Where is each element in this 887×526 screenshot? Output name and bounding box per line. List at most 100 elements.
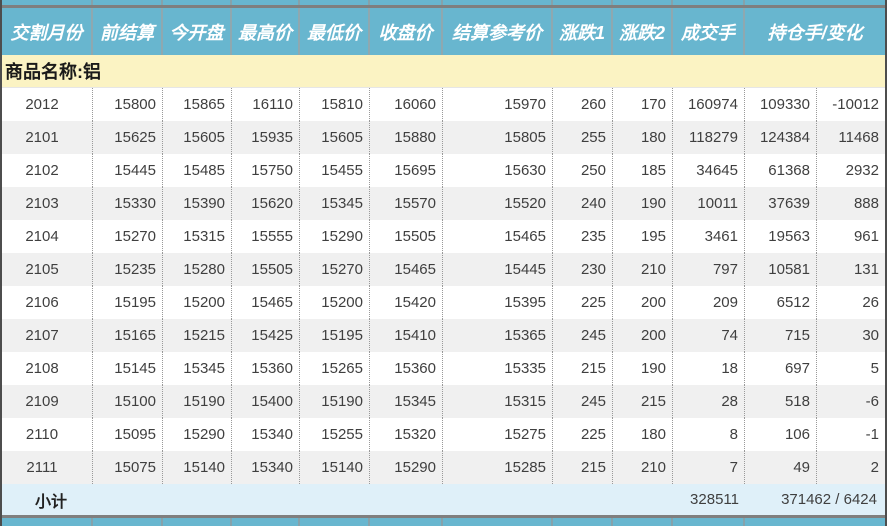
column-header: 交割月份 — [2, 8, 93, 55]
cell-value: 15075 — [93, 451, 163, 484]
cell-value: 6512 — [745, 286, 817, 319]
cell-value: 15695 — [370, 154, 443, 187]
table-row: 2104 15270 15315 15555 15290 15505 15465 235 195… — [2, 220, 885, 253]
cell-value: 215 — [553, 352, 613, 385]
cell-value: 210 — [613, 253, 673, 286]
cell-value: 26 — [862, 294, 879, 311]
cell-value: 34645 — [673, 154, 745, 187]
cell-value: 15190 — [163, 385, 232, 418]
cell-value: 15335 — [443, 352, 553, 385]
cell-value: 15140 — [300, 451, 370, 484]
column-header: 成交手 — [673, 8, 745, 55]
cell-value: 15315 — [163, 220, 232, 253]
cell-value: 715 — [745, 319, 817, 352]
column-header: 今开盘 — [163, 8, 232, 55]
cell-value: 61368 — [745, 154, 817, 187]
cell-value: 11468 — [838, 129, 879, 146]
cell-value: 15330 — [93, 187, 163, 220]
cell-value: 15395 — [443, 286, 553, 319]
column-header: 最高价 — [232, 8, 300, 55]
cell-value: 15235 — [93, 253, 163, 286]
strip-cell — [443, 0, 553, 5]
cell-value: 15195 — [300, 319, 370, 352]
column-header: 涨跌1 — [553, 8, 613, 55]
cell-delivery-month: 2105 — [2, 253, 93, 286]
cell-value: 235 — [553, 220, 613, 253]
cell-value: 15280 — [163, 253, 232, 286]
cell-value: 170 — [613, 88, 673, 121]
table-row: 2012 15800 15865 16110 15810 16060 15970 260 170… — [2, 88, 885, 121]
strip-cell — [370, 518, 443, 526]
cell-value: 28 — [673, 385, 745, 418]
table-row: 2106 15195 15200 15465 15200 15420 15395 225 200… — [2, 286, 885, 319]
cell-value: 15390 — [163, 187, 232, 220]
table-row: 2109 15100 15190 15400 15190 15345 15315 245 215… — [2, 385, 885, 418]
cell-value: 15805 — [443, 121, 553, 154]
cell-value: -1 — [865, 426, 879, 443]
strip-cell — [613, 0, 673, 5]
cell-value: 15465 — [443, 220, 553, 253]
cell-value: 124384 — [745, 121, 817, 154]
column-header: 持仓手/变化 — [767, 22, 863, 43]
cell-value: 15605 — [300, 121, 370, 154]
cell-value: 15360 — [370, 352, 443, 385]
cell-value: 180 — [613, 121, 673, 154]
cell-value: 245 — [553, 319, 613, 352]
cell-value: 8 — [673, 418, 745, 451]
cell-value: 15935 — [232, 121, 300, 154]
cell-delivery-month: 2110 — [2, 418, 93, 451]
cell-value: 15445 — [93, 154, 163, 187]
cell-value: 15345 — [370, 385, 443, 418]
cell-value: 210 — [613, 451, 673, 484]
cell-value: 15365 — [443, 319, 553, 352]
strip-cell — [93, 0, 163, 5]
cell-value: 15410 — [370, 319, 443, 352]
cell-value: 15505 — [232, 253, 300, 286]
cell-value: 255 — [553, 121, 613, 154]
cell-value: 160974 — [673, 88, 745, 121]
subtotal-open-interest-change: 371462 / 6424 — [781, 491, 877, 508]
cell-value: 19563 — [745, 220, 817, 253]
cell-value: 15360 — [232, 352, 300, 385]
cell-value: 15970 — [443, 88, 553, 121]
cell-value: 10011 — [673, 187, 745, 220]
cell-value: 518 — [745, 385, 817, 418]
cell-value: 215 — [613, 385, 673, 418]
cell-value: 185 — [613, 154, 673, 187]
strip-cell — [300, 518, 370, 526]
strip-cell — [232, 518, 300, 526]
cell-value: 15095 — [93, 418, 163, 451]
cell-value: 15290 — [300, 220, 370, 253]
table-row: 2102 15445 15485 15750 15455 15695 15630 250 185… — [2, 154, 885, 187]
cell-value: 15800 — [93, 88, 163, 121]
cell-value: 15140 — [163, 451, 232, 484]
column-header: 结算参考价 — [443, 8, 553, 55]
strip-cell — [745, 518, 885, 526]
cell-value: 190 — [613, 352, 673, 385]
cell-delivery-month: 2107 — [2, 319, 93, 352]
cell-value: 106 — [745, 418, 817, 451]
cell-value: 15620 — [232, 187, 300, 220]
cell-value: 245 — [553, 385, 613, 418]
cell-value: 74 — [673, 319, 745, 352]
cell-value: 16060 — [370, 88, 443, 121]
subtotal-volume: 328511 — [690, 491, 739, 508]
header-row: 交割月份 前结算 今开盘 最高价 最低价 收盘价 结算参考价 涨跌1 涨跌2 成交手 持仓手/变化 — [2, 8, 885, 55]
strip-cell — [93, 518, 163, 526]
cell-value: 2 — [870, 459, 879, 476]
cell-value: 15215 — [163, 319, 232, 352]
cell-value: 15465 — [370, 253, 443, 286]
cell-value: 18 — [673, 352, 745, 385]
column-header: 前结算 — [93, 8, 163, 55]
section-separator — [2, 5, 885, 8]
cell-value: 15750 — [232, 154, 300, 187]
cell-value: 15255 — [300, 418, 370, 451]
cell-value: 190 — [613, 187, 673, 220]
cell-value: 797 — [673, 253, 745, 286]
cell-delivery-month: 2102 — [2, 154, 93, 187]
cell-value: 15340 — [232, 451, 300, 484]
cell-value: 961 — [853, 228, 879, 245]
cell-value: 15605 — [163, 121, 232, 154]
table-row: 2101 15625 15605 15935 15605 15880 15805 255 180… — [2, 121, 885, 154]
cell-value: 15570 — [370, 187, 443, 220]
